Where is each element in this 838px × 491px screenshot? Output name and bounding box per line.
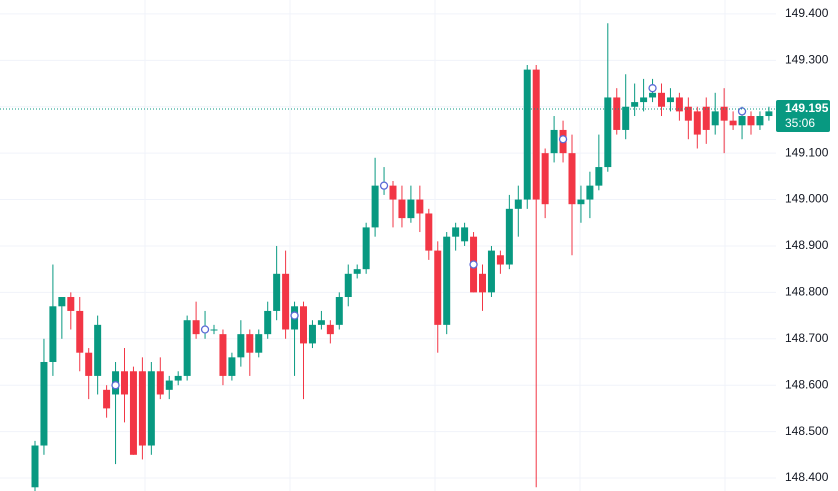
y-tick-label: 148.700	[785, 331, 829, 345]
candle-body	[747, 116, 755, 126]
candle-body	[711, 111, 719, 126]
candle-body	[282, 273, 290, 330]
event-marker	[111, 381, 120, 390]
candle-body	[604, 97, 612, 168]
event-marker	[648, 84, 657, 93]
candle-body	[765, 111, 773, 117]
candle-body	[541, 153, 549, 205]
candle-body	[640, 97, 648, 103]
candle-body	[523, 69, 531, 200]
candle-body	[31, 445, 39, 488]
candle-body	[326, 324, 334, 335]
candle-body	[174, 375, 182, 381]
candle-body	[335, 297, 343, 325]
candle-body	[434, 250, 442, 325]
event-marker	[290, 311, 299, 320]
candle-body	[729, 120, 737, 126]
candle-body	[371, 185, 379, 228]
candle-body	[613, 97, 621, 130]
candle-body	[702, 106, 710, 130]
candle-body	[443, 236, 451, 325]
y-tick-label: 149.000	[785, 192, 829, 206]
candle-body	[505, 208, 513, 265]
candle-body	[398, 199, 406, 219]
candle-body	[756, 116, 764, 126]
candle-body	[94, 324, 102, 376]
candle-body	[192, 320, 200, 335]
candle-body	[103, 389, 111, 409]
candle-body	[425, 213, 433, 251]
candle-body	[452, 227, 460, 237]
event-marker	[737, 107, 747, 116]
candle-body	[577, 199, 585, 205]
candle-body	[514, 199, 522, 209]
candle-body	[317, 320, 325, 325]
candle-body	[568, 153, 576, 205]
event-marker	[558, 135, 568, 144]
candle-body	[595, 167, 603, 186]
candle-body	[246, 334, 254, 353]
candle-body	[58, 297, 66, 307]
candle-body	[353, 269, 361, 274]
candle-body	[487, 250, 495, 293]
last-price-label: 149.195	[785, 101, 829, 115]
countdown-label: 35:06	[785, 116, 815, 130]
candle-body	[300, 306, 307, 344]
y-tick-label: 149.400	[785, 6, 829, 20]
candle-body	[129, 371, 137, 455]
candle-body	[165, 380, 173, 390]
event-marker	[200, 325, 210, 334]
candle-body	[183, 320, 191, 376]
candle-body	[255, 334, 263, 353]
candle-body	[738, 116, 746, 126]
candle-body	[40, 361, 48, 446]
candle-body	[228, 357, 236, 376]
candle-body	[389, 185, 397, 200]
candle-body	[147, 371, 155, 446]
candle-body	[156, 371, 164, 395]
candle-body	[76, 310, 84, 353]
candle-body	[85, 352, 93, 376]
candle-body	[273, 273, 281, 311]
event-marker	[469, 260, 478, 269]
candle-body	[264, 310, 272, 335]
y-tick-label: 148.800	[785, 285, 829, 299]
candle-body	[496, 255, 504, 265]
candle-body	[138, 371, 146, 446]
candle-body	[675, 97, 683, 112]
y-tick-label: 148.400	[785, 470, 829, 484]
candle-body	[67, 297, 75, 311]
y-tick-label: 148.600	[785, 377, 829, 391]
candle-body	[308, 324, 316, 344]
last-price-box	[776, 100, 830, 133]
candle-body	[344, 273, 352, 298]
candle-body	[720, 106, 728, 121]
candle-body	[684, 106, 692, 121]
candle-body	[362, 227, 370, 270]
candle-body	[219, 334, 227, 376]
candle-body	[407, 199, 415, 219]
y-tick-label: 149.100	[785, 145, 829, 159]
candle-body	[121, 371, 128, 395]
candle-body	[416, 199, 424, 214]
candle-body	[622, 106, 630, 130]
candle-body	[479, 273, 486, 293]
candle-body	[237, 334, 245, 358]
y-tick-label: 148.500	[785, 424, 829, 438]
candle-body	[532, 69, 540, 200]
candle-body	[550, 129, 558, 154]
candle-body	[461, 227, 469, 242]
y-tick-label: 148.900	[785, 238, 829, 252]
candle-body	[658, 92, 665, 107]
candle-body	[210, 329, 218, 331]
candle-body	[631, 102, 639, 107]
candle-body	[586, 185, 594, 200]
event-marker	[379, 181, 389, 190]
candle-body	[693, 111, 701, 135]
candle-body	[666, 97, 674, 103]
candle-body	[49, 306, 57, 362]
y-tick-label: 149.300	[785, 53, 829, 67]
candle-body	[649, 92, 657, 98]
